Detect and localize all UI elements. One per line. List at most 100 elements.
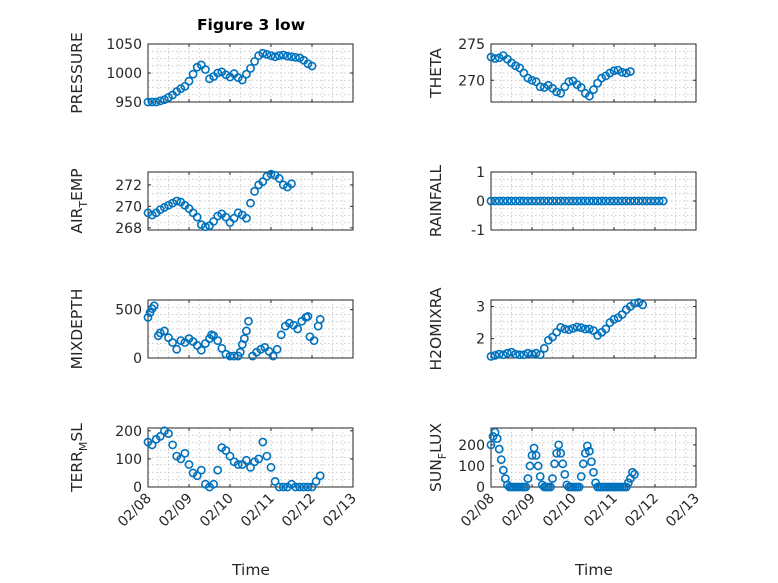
axes-frame — [147, 171, 354, 231]
data-point — [552, 196, 561, 206]
data-point — [511, 349, 520, 359]
x-axis-label-right: Time — [574, 561, 613, 579]
data-point — [617, 196, 627, 206]
data-point — [593, 196, 602, 206]
data-point — [597, 196, 607, 206]
data-point — [601, 324, 611, 334]
data-point — [486, 52, 496, 62]
data-point — [601, 196, 611, 206]
data-point — [244, 316, 253, 326]
data-point — [274, 51, 284, 60]
data-point — [486, 351, 496, 361]
data-point — [548, 474, 557, 483]
data-point — [578, 459, 588, 469]
data-point — [225, 451, 235, 461]
subplot-pressure: 950 1000 1050 PRESSURE — [68, 32, 354, 114]
data-point — [546, 482, 555, 492]
data-point — [254, 454, 264, 464]
data-point — [246, 198, 255, 208]
data-point — [523, 196, 533, 206]
data-point — [246, 63, 255, 73]
data-point — [585, 446, 594, 456]
data-point — [270, 476, 280, 486]
data-point — [184, 460, 194, 469]
data-point — [621, 196, 631, 206]
subplot-theta: 270 275 THETA — [427, 37, 697, 103]
x-tick-label: 02/11 — [238, 491, 278, 531]
data-point — [527, 75, 537, 85]
data-point — [531, 450, 541, 460]
data-point — [502, 348, 512, 358]
data-point — [486, 196, 496, 206]
data-point — [143, 312, 153, 322]
data-point — [221, 446, 231, 455]
x-tick-label: 02/11 — [581, 491, 621, 531]
data-point — [307, 61, 317, 71]
data-point — [560, 324, 570, 334]
y-tick-label: 2 — [476, 332, 485, 348]
y-axis-label-mixdepth: MIXDEPTH — [68, 289, 86, 370]
data-point — [548, 196, 557, 206]
data-point — [303, 312, 313, 321]
data-point — [490, 54, 500, 63]
data-point — [274, 482, 284, 492]
data-point — [266, 51, 276, 60]
x-tick-label: 02/12 — [622, 491, 662, 531]
y-tick-label: 275 — [458, 37, 485, 53]
y-tick-label: 0 — [476, 480, 485, 496]
data-point — [192, 212, 202, 222]
x-tick-label: 02/13 — [320, 491, 360, 531]
data-point — [143, 97, 153, 107]
y-axis-label-sun-flux: SUNFLUX — [427, 423, 449, 492]
data-point — [587, 457, 596, 467]
data-point — [638, 300, 648, 310]
y-tick-label: 500 — [115, 303, 142, 319]
data-point — [572, 322, 582, 332]
data-point — [560, 469, 570, 479]
data-point — [646, 196, 656, 206]
data-point — [213, 68, 223, 78]
data-point — [274, 174, 284, 183]
x-axis-label-left: Time — [231, 561, 270, 579]
data-point — [552, 87, 561, 97]
data-point — [278, 50, 288, 60]
data-point — [285, 318, 294, 328]
data-point — [159, 326, 169, 336]
data-point — [213, 336, 223, 345]
data-point — [164, 429, 173, 439]
data-point — [576, 472, 586, 481]
x-tick-label: 02/13 — [663, 491, 703, 531]
data-point — [589, 85, 598, 95]
y-tick-label: 200 — [458, 438, 485, 454]
data-point — [200, 222, 210, 232]
data-point — [523, 348, 533, 358]
y-tick-label: 270 — [115, 199, 142, 215]
data-point — [552, 448, 561, 458]
data-point — [196, 345, 206, 355]
data-point — [155, 328, 165, 338]
data-point — [609, 314, 619, 324]
data-point — [623, 478, 633, 488]
y-tick-label: 268 — [115, 221, 142, 237]
subplot-mixdepth: 0 500 MIXDEPTH — [68, 289, 354, 370]
data-point — [291, 482, 300, 492]
data-point — [256, 344, 266, 354]
data-point — [523, 474, 533, 483]
x-tick-label: 02/09 — [156, 491, 196, 531]
data-point — [498, 196, 508, 206]
data-point — [630, 298, 639, 308]
data-point — [241, 213, 251, 223]
data-point — [192, 471, 202, 481]
y-tick-label: 1 — [476, 165, 485, 181]
data-point — [235, 347, 245, 357]
data-point — [556, 448, 566, 458]
data-point — [582, 441, 592, 451]
data-point — [498, 465, 508, 475]
subplot-h2omixra: 2 3 H2OMIXRA — [427, 287, 697, 371]
data-point — [291, 52, 300, 62]
data-point — [531, 348, 541, 358]
y-tick-label: 272 — [115, 178, 142, 194]
data-point — [613, 196, 623, 206]
y-tick-label: 100 — [115, 452, 142, 468]
data-point — [278, 482, 288, 492]
